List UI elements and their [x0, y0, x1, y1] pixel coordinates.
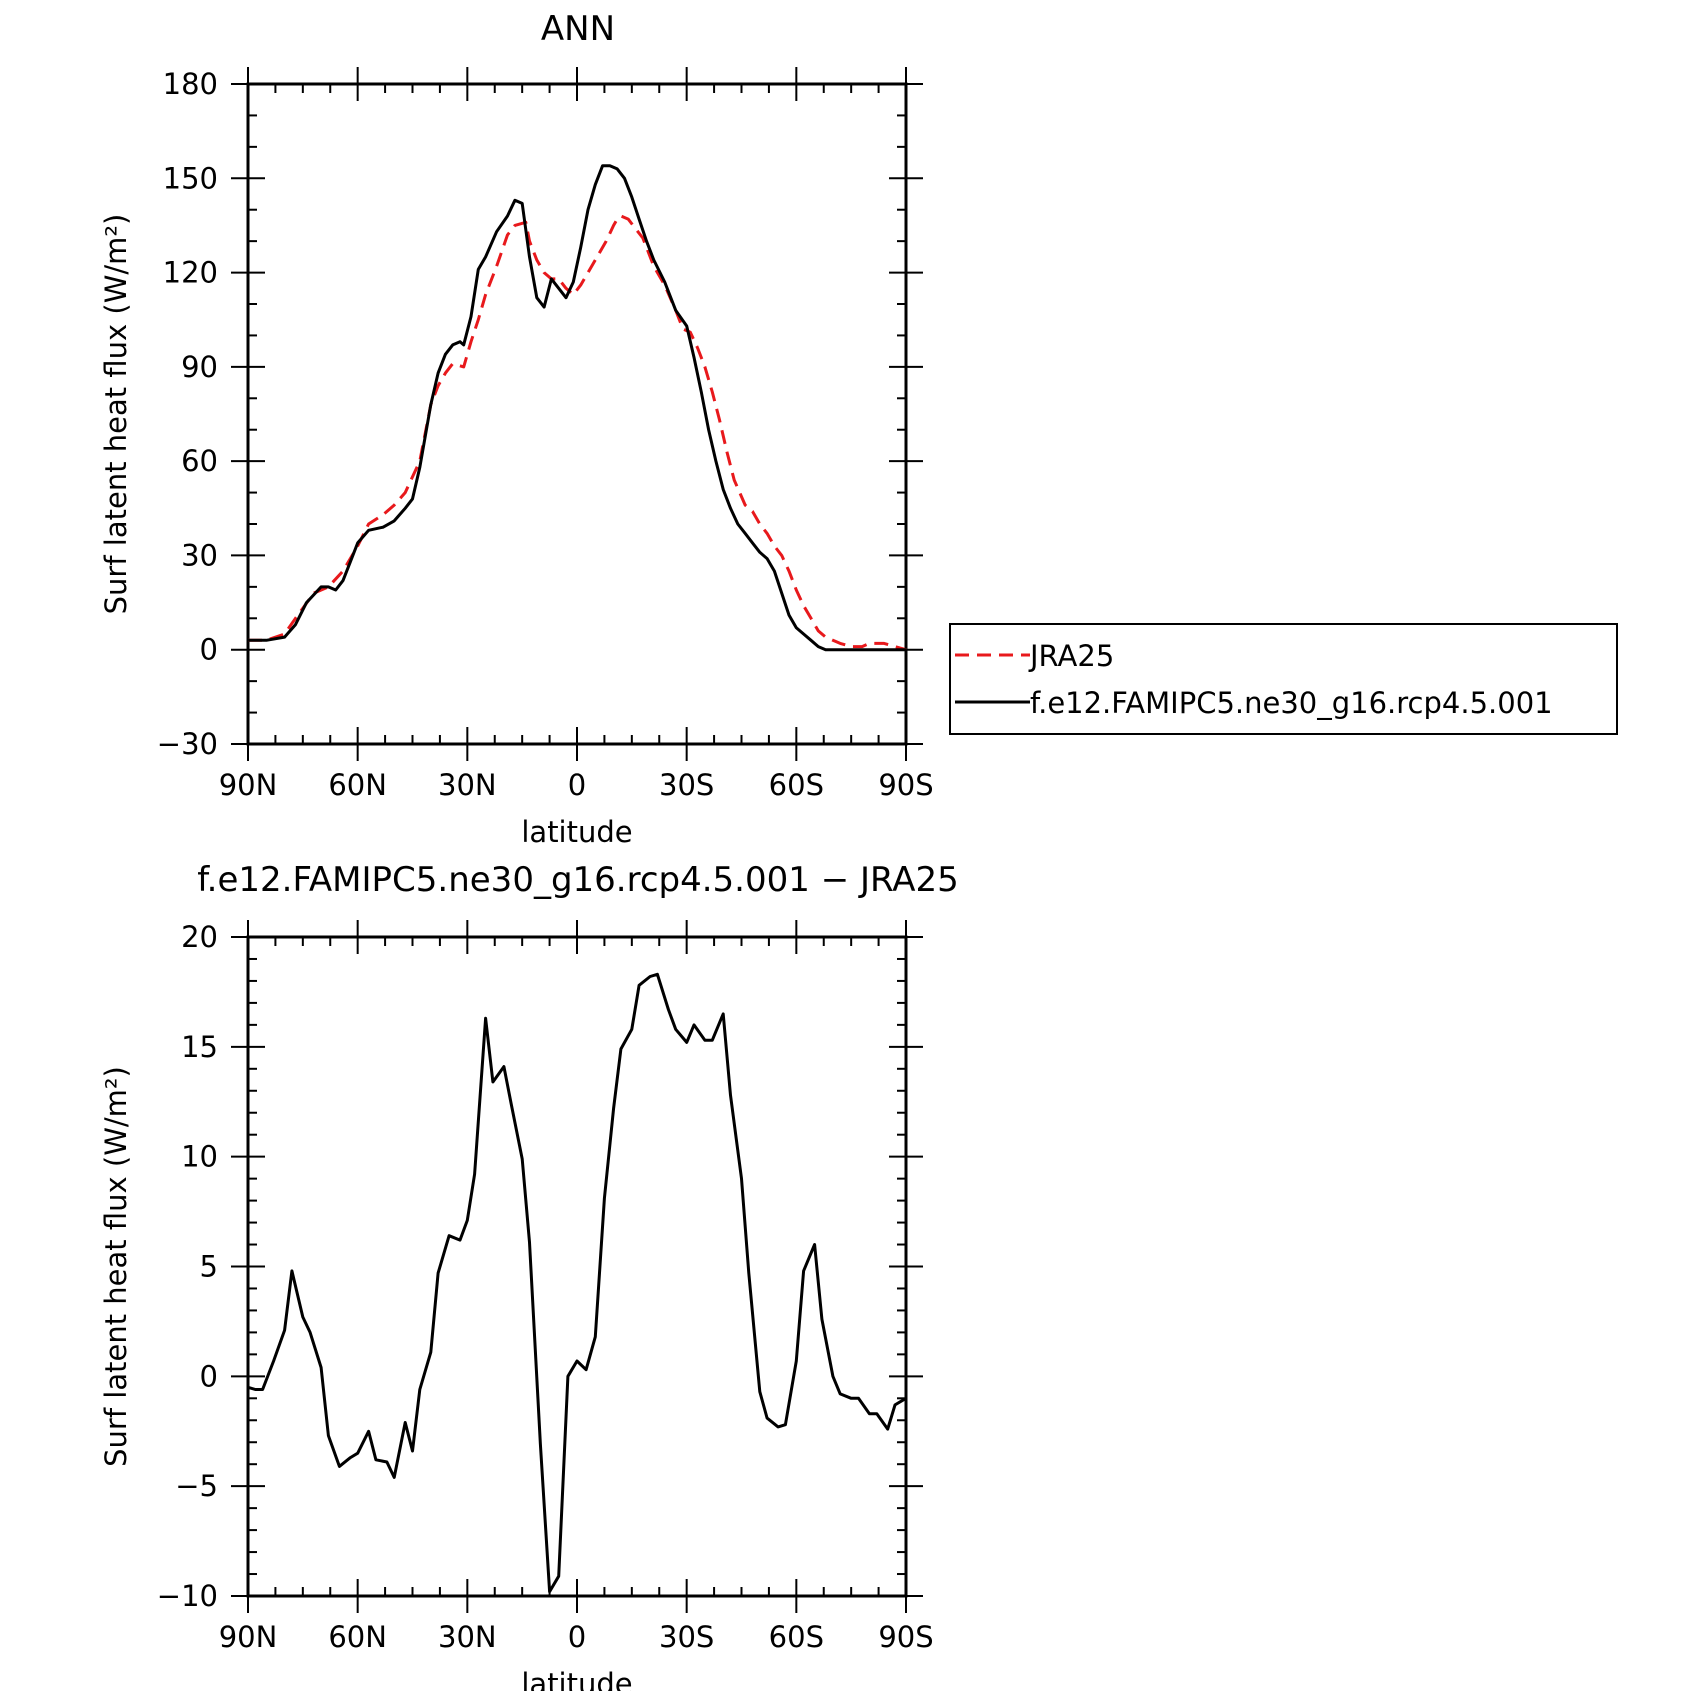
y-tick-label: −5 — [175, 1469, 218, 1503]
y-tick-label: 120 — [163, 256, 218, 290]
series-line-difference — [247, 972, 907, 1594]
panel-difference: f.e12.FAMIPC5.ne30_g16.rcp4.5.001 − JRA2… — [99, 860, 959, 1691]
x-tick-label: 30N — [438, 1620, 497, 1654]
series-line-jra25 — [248, 214, 907, 652]
tick-marks — [231, 920, 923, 1613]
x-axis-title: latitude — [521, 815, 632, 849]
y-tick-label: −30 — [157, 727, 218, 761]
y-tick-label: 150 — [163, 161, 218, 195]
x-tick-label: 90N — [219, 1620, 278, 1654]
y-tick-label: 10 — [181, 1140, 218, 1174]
x-tick-label: 60S — [769, 768, 824, 802]
tick-marks — [231, 67, 923, 761]
x-tick-label: 90S — [878, 768, 933, 802]
x-tick-label: 0 — [568, 1620, 586, 1654]
chart-title: ANN — [541, 9, 615, 49]
y-axis-title: Surf latent heat flux (W/m²) — [99, 214, 133, 615]
x-tick-label: 0 — [568, 768, 586, 802]
y-tick-label: 60 — [181, 444, 218, 478]
y-tick-label: 0 — [200, 1359, 218, 1393]
y-tick-label: 5 — [200, 1250, 218, 1284]
x-axis-title: latitude — [521, 1667, 632, 1691]
panel-annual-mean: ANN −30 0 30 60 90 120 150 180 90N 60N 30N 0 30S 60S 90… — [99, 9, 1618, 849]
y-tick-label: −10 — [157, 1579, 218, 1613]
x-tick-label: 60N — [328, 768, 387, 802]
series-line-f-e12-famipc5-ne30-g16-rcp4-5-001 — [248, 164, 906, 652]
plot-frame — [246, 82, 908, 746]
plot-frame — [246, 935, 908, 1598]
x-tick-label: 30S — [659, 1620, 714, 1654]
y-tick-label: 180 — [163, 67, 218, 101]
y-tick-label: 0 — [200, 633, 218, 667]
x-tick-label: 30N — [438, 768, 497, 802]
y-tick-label: 20 — [181, 920, 218, 954]
x-tick-label: 90N — [219, 768, 278, 802]
legend: JRA25 f.e12.FAMIPC5.ne30_g16.rcp4.5.001 — [949, 623, 1618, 735]
legend-label: JRA25 — [1028, 639, 1114, 673]
y-tick-label: 90 — [181, 350, 218, 384]
y-tick-label: 15 — [181, 1030, 218, 1064]
x-tick-label: 60N — [328, 1620, 387, 1654]
x-tick-label: 60S — [769, 1620, 824, 1654]
y-axis-title: Surf latent heat flux (W/m²) — [99, 1066, 133, 1467]
x-tick-label: 90S — [878, 1620, 933, 1654]
chart-title: f.e12.FAMIPC5.ne30_g16.rcp4.5.001 − JRA2… — [197, 860, 959, 900]
x-tick-label: 30S — [659, 768, 714, 802]
legend-box — [949, 623, 1618, 735]
y-tick-label: 30 — [181, 538, 218, 572]
legend-label: f.e12.FAMIPC5.ne30_g16.rcp4.5.001 — [1030, 686, 1553, 720]
